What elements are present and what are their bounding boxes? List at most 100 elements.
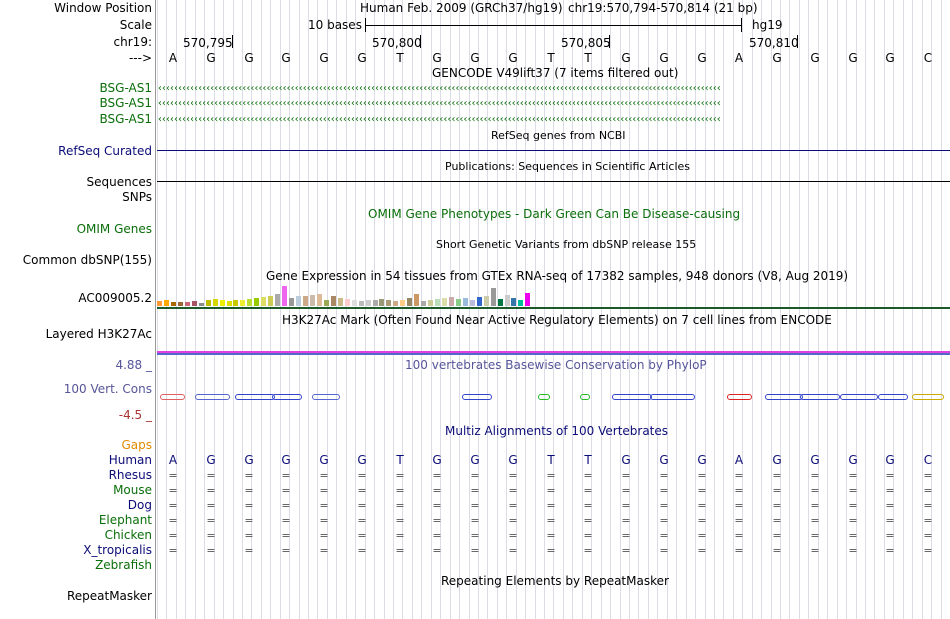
gtex-tissue-bar[interactable] [421,301,427,306]
gtex-tissue-bar[interactable] [518,300,524,306]
multiz-track-title[interactable]: Multiz Alignments of 100 Vertebrates [445,424,669,438]
gtex-tissue-bar[interactable] [407,298,413,306]
omim-track-title[interactable]: OMIM Gene Phenotypes - Dark Green Can Be… [368,207,741,221]
gtex-tissue-bar[interactable] [184,302,190,306]
refseq-label[interactable]: RefSeq Curated [58,144,152,158]
refseq-track-title[interactable]: RefSeq genes from NCBI [491,129,626,142]
gtex-tissue-bar[interactable] [365,300,371,306]
dbsnp-track-title[interactable]: Short Genetic Variants from dbSNP releas… [436,238,697,251]
gtex-tissue-bar[interactable] [490,288,496,306]
gtex-tissue-bar[interactable] [441,298,447,306]
gencode-item-label[interactable]: BSG-AS1 [99,112,152,126]
gtex-tissue-bar[interactable] [462,298,468,306]
gencode-track-title[interactable]: GENCODE V49lift37 (7 items filtered out) [432,66,679,80]
gtex-tissue-bar[interactable] [157,301,162,306]
species-label-human[interactable]: Human [108,453,152,467]
gtex-track-title[interactable]: Gene Expression in 54 tissues from GTEx … [266,269,849,283]
gtex-tissue-bar[interactable] [219,300,225,306]
gtex-tissue-bar[interactable] [198,303,204,306]
gtex-tissue-bar[interactable] [379,299,385,306]
snps-label[interactable]: SNPs [122,190,152,204]
gtex-tissue-bar[interactable] [511,298,517,306]
publications-line[interactable] [157,181,950,182]
gtex-tissue-bar[interactable] [226,301,232,306]
gtex-tissue-bar[interactable] [323,300,329,306]
gencode-gene-bar[interactable]: ‹‹‹‹‹‹‹‹‹‹‹‹‹‹‹‹‹‹‹‹‹‹‹‹‹‹‹‹‹‹‹‹‹‹‹‹‹‹‹‹… [157,98,722,109]
species-label-chicken[interactable]: Chicken [104,528,152,542]
gtex-tissue-bar[interactable] [268,296,274,306]
omim-label[interactable]: OMIM Genes [76,222,152,236]
h3k27ac-label[interactable]: Layered H3K27Ac [45,327,152,341]
gtex-tissue-bar[interactable] [289,298,295,306]
sequence-base: C [923,51,933,65]
gtex-tissue-bar[interactable] [316,294,322,306]
repeatmasker-track-title[interactable]: Repeating Elements by RepeatMasker [441,574,669,588]
gtex-tissue-bar[interactable] [275,294,281,306]
h3k27ac-signal[interactable] [157,351,950,353]
gtex-tissue-bar[interactable] [525,293,531,306]
gtex-tissue-bar[interactable] [386,300,392,306]
phylop-track-title[interactable]: 100 vertebrates Basewise Conservation by… [405,358,707,372]
gtex-tissue-bar[interactable] [261,297,267,306]
species-label-rhesus[interactable]: Rhesus [108,468,152,482]
sequences-label[interactable]: Sequences [86,175,152,189]
gtex-tissue-bar[interactable] [170,302,176,306]
gtex-tissue-bar[interactable] [212,299,218,306]
gtex-tissue-bar[interactable] [469,300,475,306]
gtex-gene-label[interactable]: AC009005.2 [78,291,152,305]
gtex-tissue-bar[interactable] [233,300,239,306]
alignment-match: = [885,514,895,527]
species-label-mouse[interactable]: Mouse [113,483,152,497]
phylop-label[interactable]: 100 Vert. Cons [63,382,152,396]
publications-track-title[interactable]: Publications: Sequences in Scientific Ar… [445,160,690,173]
gtex-tissue-bar[interactable] [282,286,288,306]
gtex-tissue-bar[interactable] [177,302,183,306]
gtex-tissue-bar[interactable] [296,296,301,306]
gtex-tissue-bar[interactable] [247,299,253,306]
alignment-match: = [848,499,858,512]
refseq-gene-line[interactable] [157,150,950,151]
species-label-elephant[interactable]: Elephant [98,513,152,527]
species-label-dog[interactable]: Dog [127,498,152,512]
gtex-tissue-bar[interactable] [303,296,308,306]
sequence-base: G [659,51,669,65]
species-label-x-tropicalis[interactable]: X_tropicalis [83,543,152,557]
gtex-tissue-bar[interactable] [240,300,246,306]
region-title[interactable]: chr19:570,794-570,814 (21 bp) [568,1,758,15]
gtex-tissue-bar[interactable] [393,301,399,306]
repeatmasker-label[interactable]: RepeatMasker [66,589,152,603]
gencode-item-label[interactable]: BSG-AS1 [99,81,152,95]
gtex-tissue-bar[interactable] [205,300,211,306]
gtex-tissue-bar[interactable] [400,300,406,306]
gtex-tissue-bar[interactable] [344,299,350,306]
gtex-tissue-bar[interactable] [483,296,489,306]
gtex-tissue-bar[interactable] [476,297,482,306]
gtex-tissue-bar[interactable] [351,300,357,306]
gtex-tissue-bar[interactable] [330,296,336,306]
gencode-item-label[interactable]: BSG-AS1 [99,96,152,110]
gtex-tissue-bar[interactable] [163,300,169,306]
gtex-tissue-bar[interactable] [191,301,197,306]
h3k27ac-track-title[interactable]: H3K27Ac Mark (Often Found Near Active Re… [282,313,832,327]
gtex-tissue-bar[interactable] [372,300,378,306]
gaps-label[interactable]: Gaps [121,438,152,452]
gtex-tissue-bar[interactable] [497,299,503,306]
species-label-zebrafish[interactable]: Zebrafish [95,558,152,572]
gtex-tissue-bar[interactable] [358,301,364,306]
gtex-tissue-bar[interactable] [448,297,454,306]
gtex-tissue-bar[interactable] [504,295,510,306]
gtex-gene-bar[interactable] [157,307,950,309]
gtex-tissue-bar[interactable] [414,294,420,306]
alignment-match: = [810,484,820,497]
gtex-tissue-bar[interactable] [309,295,315,306]
gtex-tissue-bar[interactable] [428,300,434,306]
gtex-tissue-bar[interactable] [455,299,461,306]
gencode-gene-bar[interactable]: ‹‹‹‹‹‹‹‹‹‹‹‹‹‹‹‹‹‹‹‹‹‹‹‹‹‹‹‹‹‹‹‹‹‹‹‹‹‹‹‹… [157,114,722,125]
h3k27ac-signal[interactable] [157,353,950,355]
gtex-tissue-bar[interactable] [337,298,343,306]
gtex-tissue-bar[interactable] [254,298,260,306]
alignment-match: = [659,499,669,512]
gtex-tissue-bar[interactable] [435,299,440,306]
gencode-gene-bar[interactable]: ‹‹‹‹‹‹‹‹‹‹‹‹‹‹‹‹‹‹‹‹‹‹‹‹‹‹‹‹‹‹‹‹‹‹‹‹‹‹‹‹… [157,83,722,94]
dbsnp-label[interactable]: Common dbSNP(155) [22,253,152,267]
